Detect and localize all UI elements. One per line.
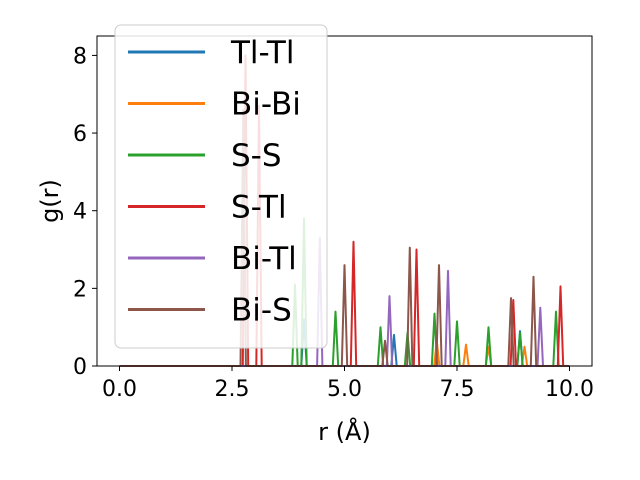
y-tick-label: 0 [73,355,87,380]
legend-label: S-Tl [231,190,287,226]
x-tick-label: 2.5 [215,377,250,402]
y-tick-label: 4 [73,200,87,225]
legend-label: S-S [231,138,282,174]
x-tick-label: 5.0 [327,377,362,402]
y-tick-label: 8 [73,44,87,69]
legend-box [114,24,328,349]
legend-label: Bi-Tl [231,241,297,277]
x-tick-label: 0.0 [102,377,137,402]
x-tick-label: 7.5 [440,377,475,402]
x-axis-label: r (Å) [318,417,371,446]
x-axis: 0.0 2.5 5.0 7.5 10.0 [102,366,594,402]
x-tick-label: 10.0 [545,377,594,402]
legend-label: Bi-S [231,293,292,329]
y-tick-label: 2 [73,277,87,302]
y-tick-label: 6 [73,122,87,147]
legend-label: Tl-Tl [230,35,294,71]
y-axis-label: g(r) [36,179,64,223]
legend-label: Bi-Bi [231,87,301,123]
legend: Tl-Tl Bi-Bi S-S S-Tl Bi-Tl Bi-S [114,24,328,349]
y-axis: 0 2 4 6 8 [73,44,97,380]
